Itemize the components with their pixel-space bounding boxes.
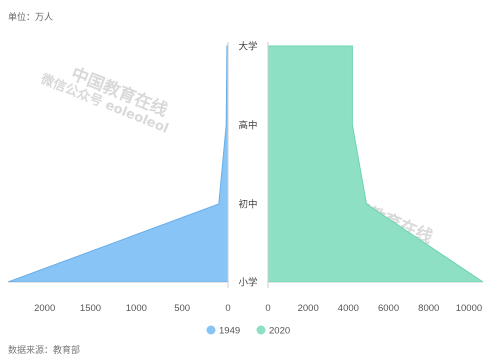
right-axis-tick: 8000 [418, 303, 439, 314]
legend-1949-swatch [206, 325, 216, 335]
unit-label: 单位：万人 [8, 12, 54, 22]
right-axis-tick: 10000 [456, 303, 482, 314]
category-label: 初中 [238, 199, 257, 211]
category-label: 高中 [238, 120, 257, 132]
left-axis-tick: 0 [225, 303, 230, 314]
right-axis-tick: 0 [265, 303, 270, 314]
category-label: 大学 [238, 41, 257, 53]
source-label: 数据来源：教育部 [8, 345, 81, 355]
series-2020-area [267, 45, 483, 283]
category-label: 小学 [238, 277, 257, 289]
legend-1949-label: 1949 [219, 326, 240, 337]
legend-2020-swatch [256, 325, 266, 335]
right-axis-tick: 6000 [378, 303, 399, 314]
right-axis-tick: 4000 [338, 303, 359, 314]
left-axis-tick: 1500 [80, 303, 101, 314]
left-axis-tick: 2000 [34, 303, 55, 314]
legend-2020-label: 2020 [269, 326, 290, 337]
right-axis-tick: 2000 [298, 303, 319, 314]
left-axis-tick: 500 [174, 303, 190, 314]
left-axis-tick: 1000 [126, 303, 147, 314]
